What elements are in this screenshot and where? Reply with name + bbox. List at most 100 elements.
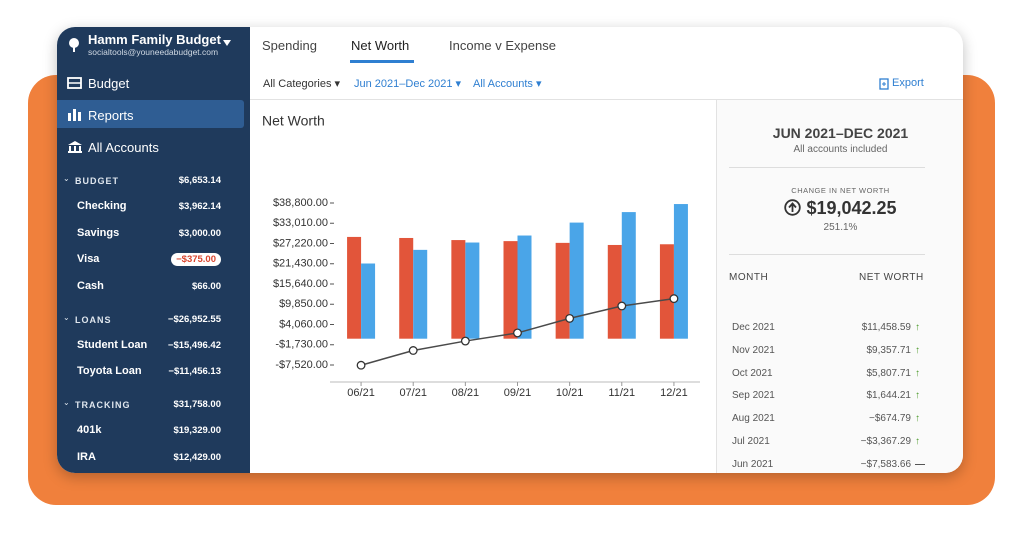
balance-text: $3,000.00 — [178, 227, 221, 239]
row-net-worth: −$674.79 — [869, 413, 911, 425]
change-value: $19,042.25 — [717, 198, 963, 219]
y-tick-label: $9,850.00 — [279, 298, 328, 310]
export-button[interactable]: Export — [892, 77, 924, 89]
account-name[interactable]: Student Loan — [77, 338, 148, 351]
filter-bar: All Categories ▾ Jun 2021–Dec 2021 ▾ All… — [250, 68, 963, 100]
y-tick-label: $21,430.00 — [273, 258, 328, 270]
bar — [673, 204, 688, 339]
x-tick-label: 08/21 — [452, 387, 480, 399]
net-worth-point — [513, 328, 522, 338]
account-balance: $19,329.00 — [137, 425, 221, 436]
nav-item[interactable]: Reports — [88, 108, 134, 123]
row-net-worth: $5,807.71 — [866, 367, 912, 379]
balance-text: $19,329.00 — [173, 425, 221, 436]
caret[interactable] — [223, 40, 231, 46]
bar — [451, 240, 466, 339]
account-balance: $3,000.00 — [137, 228, 221, 239]
sidebar: Hamm Family Budget socialtools@youneedab… — [57, 27, 250, 473]
bar — [347, 236, 362, 339]
group-caret: ⌄ — [63, 398, 70, 407]
row-month: Jun 2021 — [732, 458, 774, 470]
group-caret: ⌄ — [63, 174, 70, 183]
group-name: TRACKING — [75, 400, 131, 410]
bar — [503, 241, 518, 339]
y-tick-label: -$7,520.00 — [275, 359, 328, 371]
budget-name[interactable]: Hamm Family Budget — [88, 32, 221, 47]
bar — [413, 249, 428, 339]
column-header: MONTH — [729, 272, 769, 283]
tab[interactable]: Income v Expense — [449, 38, 556, 53]
net-worth-point — [617, 301, 627, 311]
account-name[interactable]: Cash — [77, 279, 104, 292]
nav-icon — [68, 141, 82, 153]
row-month: Jul 2021 — [732, 436, 770, 447]
y-tick-label: $4,060.00 — [279, 318, 328, 330]
group-name: LOANS — [75, 314, 112, 325]
balance-text: −$375.00 — [171, 253, 221, 266]
filter[interactable]: Jun 2021–Dec 2021 ▾ — [354, 78, 462, 90]
filter-text: Jun 2021–Dec 2021 — [354, 78, 453, 90]
y-tick-label: $38,800.00 — [273, 197, 328, 209]
period-note: All accounts included — [793, 144, 888, 155]
x-tick-label: 12/21 — [660, 387, 688, 399]
change-amount: $19,042.25 — [806, 198, 897, 218]
account-balance: $66.00 — [137, 281, 221, 292]
bar — [607, 244, 622, 339]
row-net-worth: $9,357.71 — [866, 344, 912, 356]
tab[interactable]: Spending — [262, 38, 317, 53]
trend-up: ↑ — [915, 390, 920, 402]
row-net-worth: −$3,367.29 — [860, 436, 911, 447]
net-worth-point — [565, 313, 575, 323]
active-nav-highlight — [57, 100, 244, 128]
app-window: Hamm Family Budget socialtools@youneedab… — [57, 27, 963, 473]
divider — [729, 167, 925, 168]
tab-active[interactable]: Net Worth — [351, 38, 410, 53]
net-worth-point — [460, 336, 470, 346]
account-name[interactable]: Toyota Loan — [77, 365, 142, 377]
filter[interactable]: All Accounts ▾ — [473, 78, 542, 90]
filter[interactable]: All Categories ▾ — [263, 78, 341, 90]
balance-text: $66.00 — [191, 280, 221, 292]
bar — [399, 237, 414, 339]
account-name[interactable]: IRA — [77, 450, 96, 463]
tab-bar: Spending Net Worth Income v Expense — [250, 27, 963, 69]
account-balance: −$15,496.42 — [137, 340, 221, 351]
bar — [517, 235, 532, 339]
trend-up: ↑ — [915, 413, 920, 425]
account-name[interactable]: Checking — [77, 200, 127, 212]
net-worth-point — [669, 294, 679, 304]
x-tick-label: 11/21 — [608, 387, 635, 399]
bar — [659, 244, 674, 339]
row-net-worth: $1,644.21 — [866, 390, 912, 402]
nav-item[interactable]: All Accounts — [88, 140, 159, 155]
account-balance: $3,962.14 — [137, 201, 221, 212]
filter-text: All Categories — [263, 78, 332, 90]
account-balance: −$375.00 — [137, 253, 221, 266]
group-total: $31,758.00 — [173, 399, 221, 410]
row-month: Dec 2021 — [732, 322, 775, 333]
row-net-worth: $11,458.59 — [861, 322, 911, 333]
account-name[interactable]: Savings — [77, 226, 120, 239]
logo — [69, 38, 79, 52]
nav-item[interactable]: Budget — [88, 76, 130, 91]
x-tick-label: 07/21 — [399, 387, 427, 399]
tab-underline — [350, 60, 414, 63]
summary-panel: JUN 2021–DEC 2021 All accounts included … — [716, 100, 963, 473]
export-icon — [879, 78, 889, 90]
net-worth-point — [408, 346, 418, 355]
x-tick-label: 06/21 — [347, 387, 375, 399]
balance-text: −$15,496.42 — [167, 339, 221, 351]
bar — [569, 222, 584, 339]
divider — [729, 254, 925, 255]
x-tick-label: 09/21 — [504, 387, 532, 399]
y-tick-label: $33,010.00 — [273, 217, 328, 229]
chart: Net Worth $38,800.00 $33,010.00 $27,220.00… — [262, 113, 700, 399]
email: socialtools@youneedabudget.com — [88, 47, 219, 57]
bar — [361, 263, 376, 339]
account-name[interactable]: Visa — [77, 253, 100, 265]
row-month: Oct 2021 — [732, 367, 773, 379]
account-name[interactable]: 401k — [77, 424, 102, 436]
balance-text: $3,962.14 — [178, 201, 221, 212]
column-header: NET WORTH — [859, 272, 924, 283]
group-name: BUDGET — [75, 176, 119, 186]
